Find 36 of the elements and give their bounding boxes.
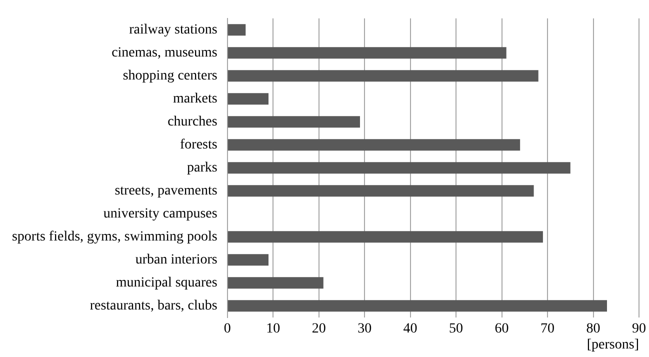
bar <box>228 47 506 59</box>
x-tick-label: 0 <box>224 321 231 336</box>
x-tick-label: 10 <box>266 321 280 336</box>
x-tick-label: 70 <box>540 321 555 336</box>
y-tick-label: restaurants, bars, clubs <box>90 298 218 314</box>
x-tick-label: 60 <box>494 321 509 336</box>
bar <box>228 185 534 197</box>
bar <box>228 162 570 174</box>
bar <box>228 93 269 105</box>
bar <box>228 139 520 151</box>
y-tick-label: forests <box>180 138 218 153</box>
bar <box>228 300 607 312</box>
x-tick-label: 80 <box>586 321 600 336</box>
bar <box>228 277 324 289</box>
bar <box>228 70 538 82</box>
bar <box>228 254 269 266</box>
y-tick-label: churches <box>168 114 218 130</box>
y-tick-label: railway stations <box>129 22 218 38</box>
y-tick-label: streets, pavements <box>114 184 218 199</box>
y-tick-label: parks <box>187 160 218 176</box>
x-axis-title: [persons] <box>586 337 639 352</box>
y-tick-label: municipal squares <box>116 276 218 291</box>
x-tick-label: 40 <box>403 321 418 336</box>
bar <box>228 231 543 243</box>
y-tick-label: cinemas, museums <box>112 46 218 61</box>
x-tick-label: 50 <box>449 321 464 336</box>
x-tick-label: 30 <box>358 321 372 336</box>
y-tick-label: university campuses <box>103 206 218 222</box>
y-tick-label: markets <box>173 92 218 107</box>
bar <box>228 24 246 36</box>
bar <box>228 116 360 128</box>
y-tick-label: shopping centers <box>122 68 218 84</box>
x-tick-label: 90 <box>632 321 646 336</box>
y-tick-label: urban interiors <box>135 252 218 268</box>
y-tick-label: sports fields, gyms, swimming pools <box>12 230 218 245</box>
x-tick-label: 20 <box>312 321 326 336</box>
